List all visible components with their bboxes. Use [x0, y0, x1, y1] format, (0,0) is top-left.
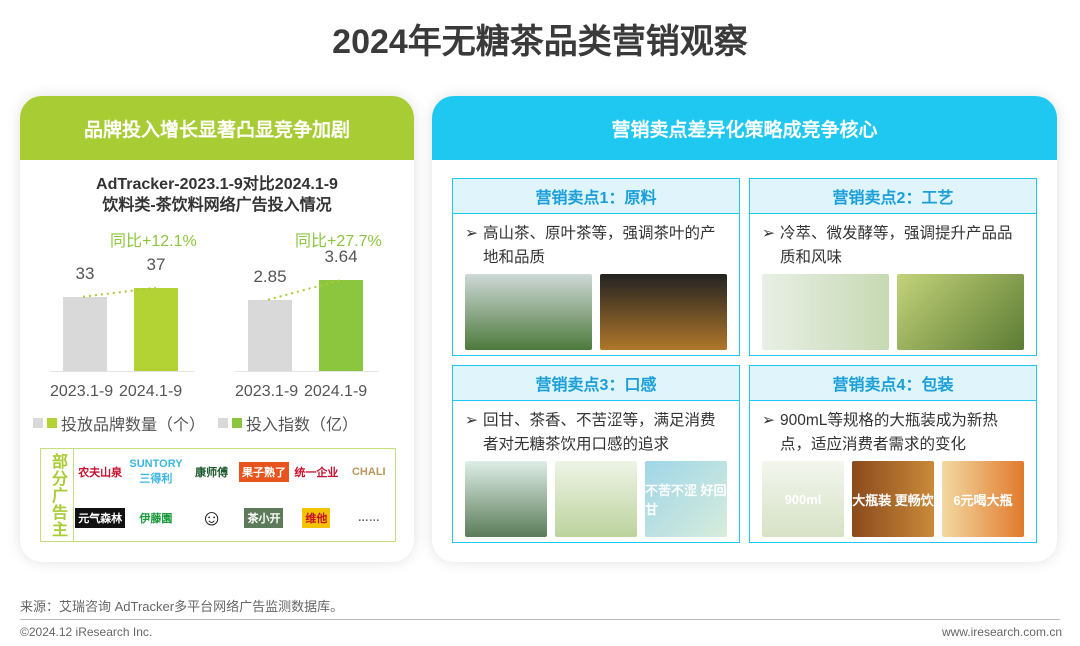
website-link[interactable]: www.iresearch.com.cn	[941, 625, 1062, 639]
page-title: 2024年无糖茶品类营销观察	[332, 23, 748, 61]
product-image	[555, 461, 637, 537]
advertiser-logo: CHALI	[348, 464, 389, 480]
bar-charts: 33 2023.1-9 37 2024.1-9 同比+12.1% 投放品牌数量（个） 2.…	[20, 96, 414, 436]
advertisers-label: 部分广告主	[41, 449, 74, 541]
yoy-annotation: 同比+27.7%	[295, 233, 382, 250]
selling-point-box: 营销卖点2：工艺 ➢ 冷萃、微发酵等，强调提升产品品质和风味	[749, 178, 1037, 356]
advertiser-logos: 农夫山泉 SUNTORY 三得利 康师傅 果子熟了 统一企业 CHALI 元气森林 伊藤園 ☺ 茶…	[74, 449, 395, 541]
product-image	[465, 461, 547, 537]
product-image	[897, 274, 1024, 350]
advertiser-logo: 伊藤園	[136, 508, 176, 528]
trend-line	[267, 279, 342, 301]
advertiser-logo: 茶小开	[244, 508, 284, 528]
x-tick-label: 2023.1-9	[235, 383, 299, 400]
product-image: 900ml	[762, 461, 844, 537]
legend-label: 投入指数（亿）	[246, 417, 359, 434]
advertiser-logo: ……	[354, 510, 383, 526]
arrow-bullet-icon: ➢	[762, 412, 775, 429]
legend-label: 投放品牌数量（个）	[61, 417, 206, 434]
selling-point-box: 营销卖点4：包装 ➢ 900mL等规格的大瓶装成为新热点，适应消费者需求的变化 900…	[749, 365, 1037, 543]
product-image: 大瓶装 更畅饮	[852, 461, 934, 537]
x-tick-label: 2024.1-9	[119, 383, 183, 400]
advertiser-logo: 元气森林	[75, 508, 126, 528]
legend-swatch-2024	[232, 418, 242, 428]
box-description: 900mL等规格的大瓶装成为新热点，适应消费者需求的变化	[780, 412, 998, 453]
box-title: 营销卖点3：口感	[453, 366, 739, 401]
legend-swatch-2023	[33, 418, 43, 428]
advertiser-logo: 康师傅	[192, 462, 232, 482]
brand-investment-card: 品牌投入增长显著凸显竞争加剧 AdTracker-2023.1-9对比2024.…	[20, 96, 414, 562]
footer-divider	[20, 619, 1060, 620]
product-image	[762, 274, 889, 350]
data-label: 33	[75, 263, 95, 283]
selling-points-card: 营销卖点差异化策略成竞争核心 营销卖点1：原料 ➢ 高山茶、原叶茶等，强调茶叶的产地…	[432, 96, 1057, 562]
bar-2023.1-9	[63, 296, 107, 371]
chart-title: AdTracker-2023.1-9对比2024.1-9 饮料类-茶饮料网络广告…	[20, 174, 414, 216]
box-description: 冷萃、微发酵等，强调提升产品品质和风味	[780, 225, 1013, 266]
box-title: 营销卖点1：原料	[453, 179, 739, 214]
box-title: 营销卖点2：工艺	[750, 179, 1036, 214]
trend-line	[82, 286, 157, 298]
arrow-bullet-icon: ➢	[762, 225, 775, 242]
x-axis	[50, 371, 194, 372]
selling-point-box: 营销卖点3：口感 ➢ 回甘、茶香、不苦涩等，满足消费者对无糖茶饮用口感的追求不苦不涩…	[452, 365, 740, 543]
legend: 投放品牌数量（个）	[33, 411, 205, 435]
bar-2023.1-9	[248, 299, 292, 371]
copyright: ©2024.12 iResearch Inc.	[20, 625, 153, 639]
x-tick-label: 2024.1-9	[304, 383, 368, 400]
legend-swatch-2024	[47, 418, 57, 428]
advertiser-logo: 果子熟了	[238, 462, 289, 482]
product-image	[465, 274, 592, 350]
advertisers-panel: 部分广告主 农夫山泉 SUNTORY 三得利 康师傅 果子熟了 统一企业 CHALI 元气森…	[40, 448, 396, 542]
bar-2024.1-9	[134, 287, 178, 371]
advertiser-logo: 维他	[302, 508, 331, 528]
legend: 投入指数（亿）	[218, 411, 358, 435]
card-header: 品牌投入增长显著凸显竞争加剧	[20, 96, 414, 160]
selling-point-box: 营销卖点1：原料 ➢ 高山茶、原叶茶等，强调茶叶的产地和品质	[452, 178, 740, 356]
data-label: 2.85	[253, 266, 287, 286]
source-note: 来源：艾瑞咨询 AdTracker多平台网络广告监测数据库。	[20, 599, 344, 614]
chart-title-line1: AdTracker-2023.1-9对比2024.1-9	[96, 176, 338, 193]
data-label: 37	[146, 254, 166, 274]
product-image: 6元喝大瓶	[942, 461, 1024, 537]
advertiser-logo: 农夫山泉	[75, 462, 126, 482]
x-tick-label: 2023.1-9	[50, 383, 114, 400]
arrow-bullet-icon: ➢	[465, 412, 478, 429]
chart-title-line2: 饮料类-茶饮料网络广告投入情况	[102, 197, 332, 214]
product-image	[600, 274, 727, 350]
x-axis	[235, 371, 379, 372]
box-title: 营销卖点4：包装	[750, 366, 1036, 401]
arrow-bullet-icon: ➢	[465, 225, 478, 242]
card-header: 营销卖点差异化策略成竞争核心	[432, 96, 1057, 160]
yoy-annotation: 同比+12.1%	[110, 233, 197, 250]
advertiser-logo: SUNTORY 三得利	[126, 456, 186, 488]
box-description: 高山茶、原叶茶等，强调茶叶的产地和品质	[483, 225, 716, 266]
box-description: 回甘、茶香、不苦涩等，满足消费者对无糖茶饮用口感的追求	[483, 412, 716, 453]
bar-2024.1-9	[319, 280, 363, 371]
advertiser-logo: 统一企业	[291, 462, 342, 482]
product-image: 不苦不涩 好回甘	[645, 461, 727, 537]
advertiser-logo: ☺	[197, 503, 226, 533]
data-label: 3.64	[324, 247, 358, 266]
legend-swatch-2023	[218, 418, 228, 428]
